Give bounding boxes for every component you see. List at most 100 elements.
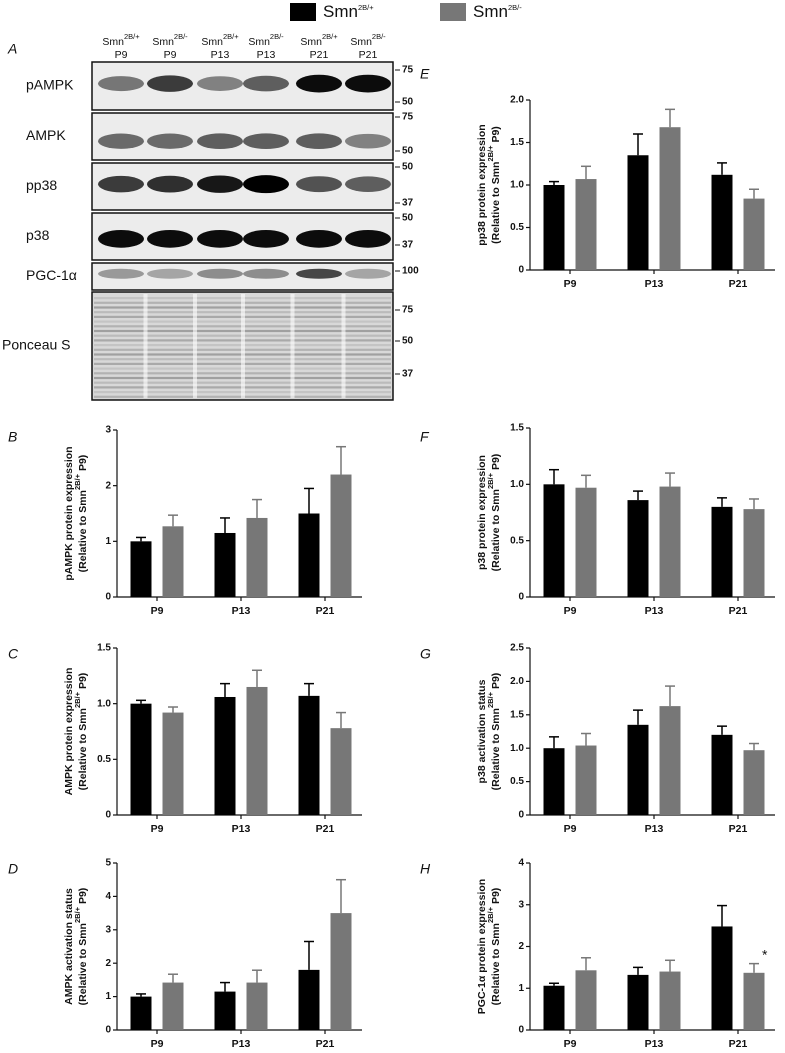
- blot-band: [197, 76, 243, 91]
- y-tick-label: 1.0: [510, 479, 524, 490]
- column-genotype: Smn2B/+: [300, 32, 338, 47]
- bar: [543, 484, 565, 597]
- y-axis-title: p38 protein expression: [476, 455, 488, 570]
- blot-band: [345, 230, 391, 248]
- blot-band: [147, 268, 193, 279]
- y-tick-label: 3: [105, 425, 111, 436]
- marker-label: 100: [402, 266, 419, 277]
- x-tick-label: P21: [316, 823, 335, 835]
- blot-band: [345, 133, 391, 149]
- bar: [711, 506, 733, 597]
- bar: [743, 198, 765, 270]
- bar: [659, 486, 681, 597]
- blot-band: [98, 175, 144, 193]
- text-part: (Relative to Smn: [490, 489, 502, 571]
- bar: [246, 517, 268, 597]
- column-age: P21: [359, 49, 378, 61]
- marker-label: 37: [402, 198, 414, 209]
- superscript: 2B/+: [486, 472, 495, 489]
- y-tick-label: 2.5: [510, 643, 524, 654]
- y-tick-label: 1.0: [510, 743, 524, 754]
- superscript: 2B/+: [486, 691, 495, 708]
- text-part: Smn: [248, 36, 270, 48]
- bar: [130, 996, 152, 1030]
- y-tick-label: 0.5: [510, 535, 524, 546]
- y-axis-title: AMPK protein expression: [63, 668, 75, 796]
- marker-label: 75: [402, 112, 414, 123]
- bar: [298, 513, 320, 597]
- blot-band: [243, 268, 289, 279]
- panel-letter: E: [420, 66, 430, 82]
- blot-row-label: p38: [26, 227, 50, 243]
- y-tick-label: 3: [518, 899, 524, 910]
- superscript: 2B/+: [486, 145, 495, 162]
- lane-gap: [290, 294, 295, 398]
- y-axis-title: (Relative to Smn2B/+ P9): [73, 888, 88, 1006]
- superscript: 2B/+: [73, 906, 82, 923]
- bar: [711, 734, 733, 815]
- panel-letter: F: [420, 429, 430, 445]
- marker-label: 50: [402, 97, 414, 108]
- blot-row-label: Ponceau S: [2, 337, 71, 353]
- text-part: (Relative to Smn: [490, 162, 502, 244]
- bar: [627, 155, 649, 270]
- y-tick-label: 1: [105, 991, 111, 1002]
- y-axis-title: p38 activation status: [476, 679, 488, 783]
- x-tick-label: P13: [232, 823, 251, 835]
- x-tick-label: P21: [316, 1038, 335, 1050]
- blot-band: [243, 133, 289, 149]
- y-axis-title: (Relative to Smn2B/+ P9): [73, 455, 88, 573]
- y-axis-title: pAMPK protein expression: [63, 446, 75, 580]
- y-tick-label: 0: [518, 810, 524, 821]
- lane-gap: [143, 294, 148, 398]
- column-genotype: Smn2B/+: [201, 32, 239, 47]
- legend-label: Smn2B/-: [473, 2, 522, 21]
- y-tick-label: 1: [518, 983, 524, 994]
- blot-band: [243, 230, 289, 248]
- x-tick-label: P9: [564, 823, 577, 835]
- marker-label: 50: [402, 162, 414, 173]
- y-tick-label: 1.5: [510, 709, 524, 720]
- text-part: P9): [77, 455, 89, 474]
- lane-gap: [341, 294, 346, 398]
- bar: [627, 724, 649, 815]
- superscript: 2B/-: [508, 3, 522, 12]
- superscript: 2B/+: [73, 473, 82, 490]
- panel-letter: D: [8, 861, 18, 877]
- column-age: P9: [115, 49, 128, 61]
- blot-band: [197, 133, 243, 149]
- legend-swatch: [290, 3, 316, 21]
- x-tick-label: P21: [729, 278, 748, 290]
- superscript: 2B/+: [124, 32, 140, 41]
- x-tick-label: P21: [729, 605, 748, 617]
- x-tick-label: P21: [729, 823, 748, 835]
- y-tick-label: 0: [518, 265, 524, 276]
- annotation: *: [762, 946, 768, 962]
- y-tick-label: 0: [105, 592, 111, 603]
- blot-band: [345, 176, 391, 192]
- x-tick-label: P13: [645, 605, 664, 617]
- bar: [214, 532, 236, 597]
- bar: [743, 750, 765, 815]
- bar: [543, 748, 565, 815]
- lane-gap: [193, 294, 197, 398]
- bar: [575, 970, 597, 1030]
- bar: [711, 926, 733, 1030]
- blot-band: [296, 230, 342, 248]
- superscript: 2B/+: [486, 906, 495, 923]
- x-tick-label: P9: [564, 1038, 577, 1050]
- y-tick-label: 5: [105, 858, 111, 869]
- y-axis-title: (Relative to Smn2B/+ P9): [486, 673, 501, 791]
- y-axis-title: (Relative to Smn2B/+ P9): [486, 454, 501, 572]
- bar: [711, 174, 733, 270]
- bar: [214, 696, 236, 815]
- column-genotype: Smn2B/-: [248, 32, 284, 47]
- lane-gap: [241, 294, 245, 398]
- x-tick-label: P9: [151, 605, 164, 617]
- text-part: P9): [490, 454, 502, 473]
- y-tick-label: 1.0: [97, 698, 111, 709]
- bar: [298, 695, 320, 815]
- column-age: P9: [164, 49, 177, 61]
- x-tick-label: P13: [645, 278, 664, 290]
